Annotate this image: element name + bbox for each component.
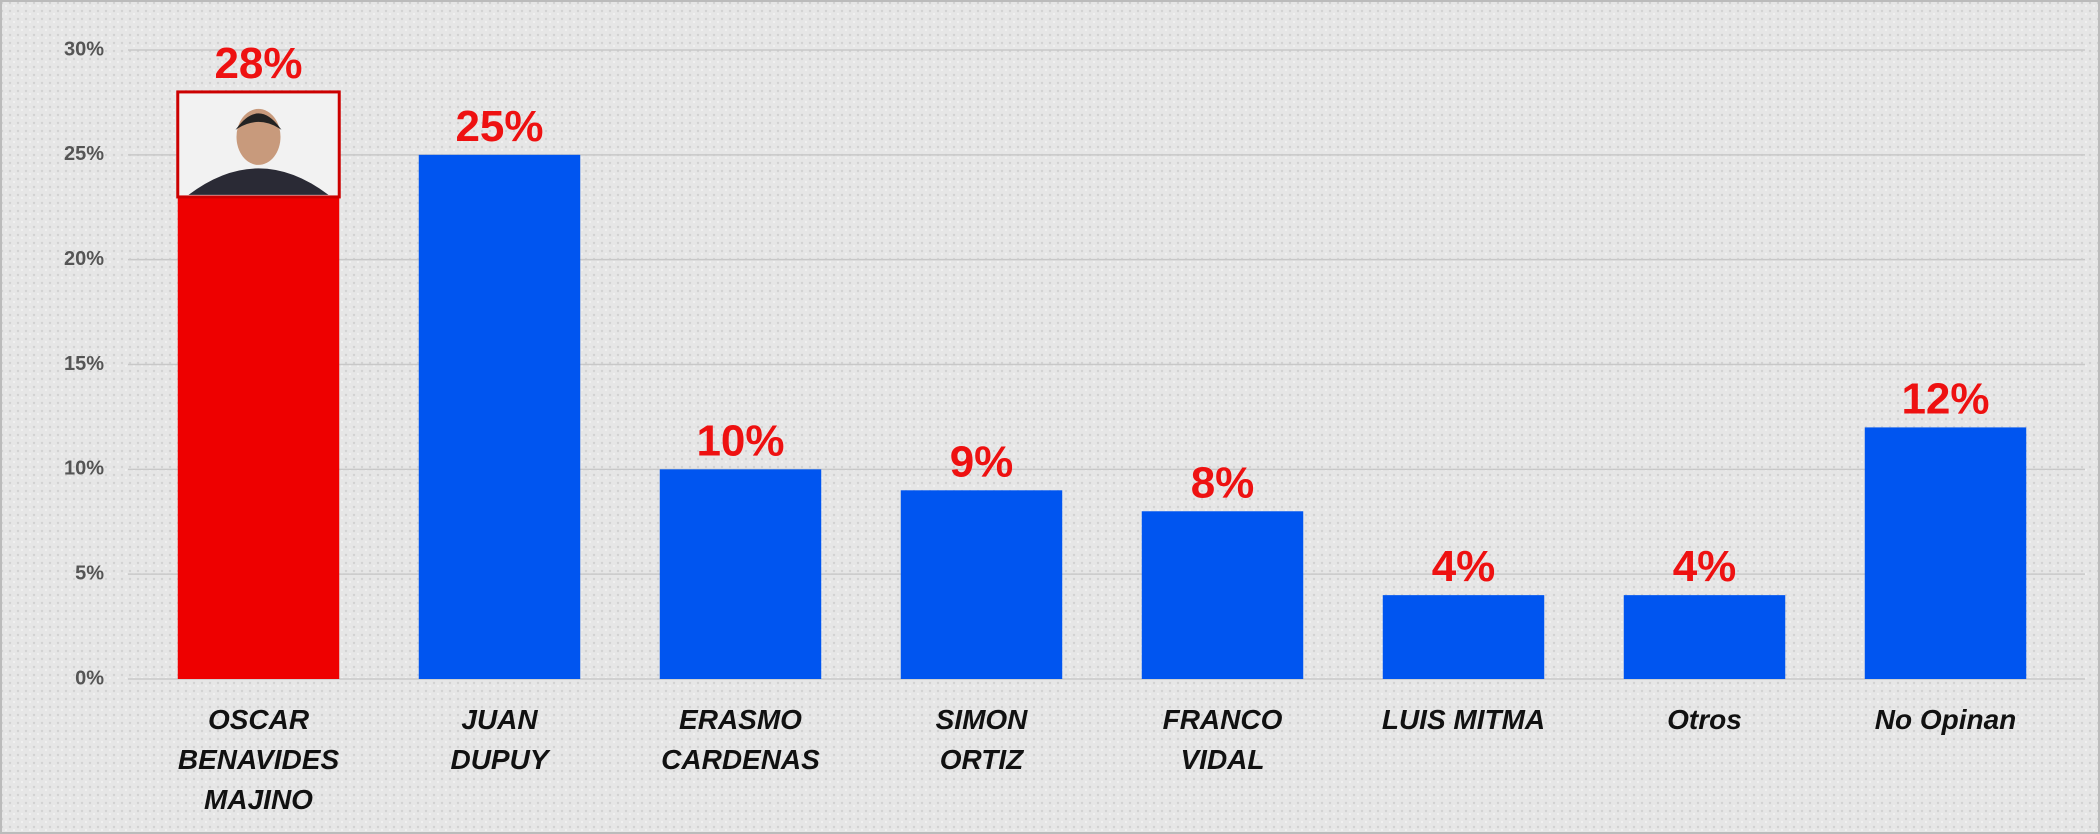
- x-tick-line: OSCAR: [208, 704, 310, 735]
- value-label: 4%: [1673, 542, 1737, 591]
- x-tick-line: VIDAL: [1181, 744, 1265, 775]
- bar: [660, 469, 821, 679]
- value-label: 12%: [1901, 374, 1989, 423]
- bar: [1624, 595, 1785, 679]
- value-label: 10%: [696, 416, 784, 465]
- y-tick-label: 10%: [64, 458, 104, 480]
- x-tick-line: ERASMO: [679, 704, 802, 735]
- value-label: 4%: [1432, 542, 1496, 591]
- x-tick-label: LUIS MITMA: [1382, 704, 1545, 735]
- y-tick-label: 5%: [75, 562, 104, 584]
- bar: [1865, 427, 2026, 679]
- x-tick-line: BENAVIDES: [178, 744, 340, 775]
- y-tick-label: 30%: [64, 38, 104, 60]
- x-tick-label: No Opinan: [1875, 704, 2017, 735]
- value-label: 9%: [950, 437, 1014, 486]
- bar: [419, 155, 580, 679]
- x-tick-line: No Opinan: [1875, 704, 2017, 735]
- value-label: 8%: [1191, 458, 1255, 507]
- x-tick-line: JUAN: [461, 704, 538, 735]
- y-tick-label: 15%: [64, 353, 104, 375]
- x-tick-line: SIMON: [936, 704, 1029, 735]
- y-tick-label: 0%: [75, 667, 104, 689]
- x-tick-line: CARDENAS: [661, 744, 820, 775]
- value-label: 28%: [214, 39, 302, 88]
- x-tick-line: LUIS MITMA: [1382, 704, 1545, 735]
- bar: [1383, 595, 1544, 679]
- y-tick-label: 25%: [64, 143, 104, 165]
- bar: [1142, 511, 1303, 679]
- x-tick-line: Otros: [1667, 704, 1742, 735]
- x-tick-line: MAJINO: [204, 784, 313, 815]
- portrait: [178, 92, 339, 197]
- y-tick-label: 20%: [64, 248, 104, 270]
- x-tick-line: FRANCO: [1163, 704, 1283, 735]
- x-tick-line: DUPUY: [450, 744, 550, 775]
- value-label: 25%: [455, 102, 543, 151]
- chart: 0% 5% 10% 15% 20% 25% 30% OSCAR BENAVIDES MAJINO 2…: [0, 0, 2100, 834]
- x-tick-label: Otros: [1667, 704, 1742, 735]
- x-tick-line: ORTIZ: [940, 744, 1024, 775]
- bar: [901, 490, 1062, 679]
